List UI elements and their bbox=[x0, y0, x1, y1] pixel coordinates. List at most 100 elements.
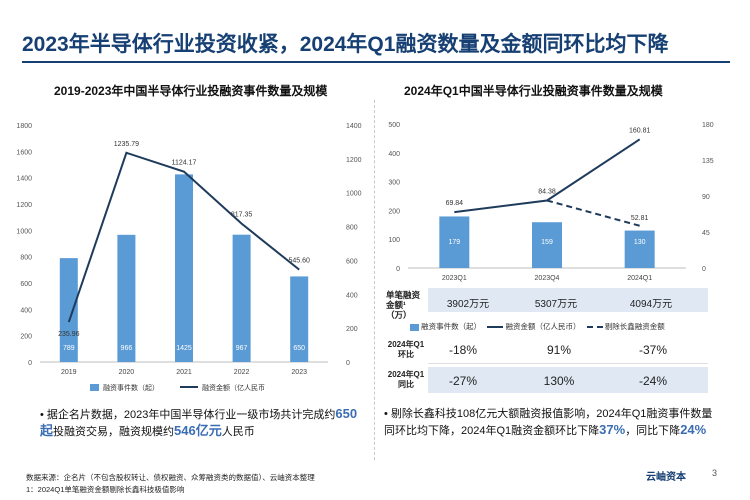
bar-value-label: 966 bbox=[121, 345, 133, 352]
bar-value-label: 179 bbox=[448, 239, 460, 246]
bar-2019 bbox=[59, 258, 78, 362]
y-right-tick-label: 45 bbox=[702, 230, 710, 237]
bar-2024Q1 bbox=[624, 230, 655, 268]
y-left-tick-label: 400 bbox=[20, 307, 32, 314]
left-bullet-highlight-count: 650起 bbox=[40, 406, 358, 438]
legend-dashed-swatch bbox=[586, 326, 603, 329]
y-left-tick-label: 100 bbox=[388, 237, 400, 244]
y-right-tick-label: 800 bbox=[346, 225, 358, 232]
brand-logo: 云岫资本 bbox=[646, 472, 686, 483]
bar-value-label: 650 bbox=[293, 345, 305, 352]
y-right-tick-label: 400 bbox=[346, 292, 358, 299]
legend-bar-swatch bbox=[90, 384, 99, 391]
bar-value-label: 1425 bbox=[176, 345, 192, 352]
bar-2023Q1 bbox=[439, 216, 470, 268]
panel-divider bbox=[374, 100, 375, 460]
y-right-tick-label: 135 bbox=[702, 158, 714, 165]
left-bullet-text-3: 人民币 bbox=[221, 426, 255, 438]
y-right-tick-label: 90 bbox=[702, 194, 710, 201]
growth-row-label-qoq: 2024年Q1环比 bbox=[387, 340, 425, 359]
left-chart: 0 200 400 600 800 1000 1200 1400 1600 1800 0 200 400… bbox=[16, 123, 362, 392]
y-right-tick-label: 1200 bbox=[346, 157, 362, 164]
page-number: 3 bbox=[712, 468, 718, 478]
right-chart-legend: 融资事件数（起） 融资金额（亿人民币） 剔除长鑫融资金额 bbox=[410, 321, 665, 332]
y-left-tick-label: 1600 bbox=[16, 149, 32, 156]
growth-qoq-count: -18% bbox=[448, 343, 477, 357]
y-right-tick-label: 0 bbox=[702, 266, 706, 273]
bar-value-label: 967 bbox=[236, 345, 248, 352]
y-left-tick-label: 500 bbox=[388, 122, 400, 129]
line-value-label: 235.96 bbox=[58, 331, 80, 338]
x-tick-label: 2019 bbox=[61, 369, 77, 376]
right-chart: 0 100 200 300 400 500 0 45 90 135 180 179 2023Q1 159 2… bbox=[388, 122, 714, 282]
amount-value-2024q1: 4094万元 bbox=[629, 299, 673, 310]
amount-value-2023q4: 5307万元 bbox=[534, 299, 578, 310]
y-right-tick-label: 0 bbox=[346, 360, 350, 367]
y-left-tick-label: 300 bbox=[388, 180, 400, 187]
legend-line-swatch bbox=[487, 326, 504, 329]
page-title: 2023年半导体行业投资收紧，2024年Q1融资数量及金额同环比均下降 bbox=[22, 33, 669, 56]
growth-row-qoq bbox=[428, 337, 708, 364]
y-left-tick-label: 1000 bbox=[16, 228, 32, 235]
legend-dashed-label: 剔除长鑫融资金额 bbox=[604, 322, 665, 331]
footnote: 1：2024Q1单笔融资金额剔除长鑫科技极值影响 bbox=[26, 485, 185, 494]
right-bullet-text-2: ，同比下降 bbox=[625, 425, 681, 437]
bar-2021 bbox=[175, 174, 193, 362]
y-left-tick-label: 600 bbox=[20, 281, 32, 288]
x-tick-label: 2020 bbox=[119, 369, 135, 376]
x-tick-label: 2023 bbox=[291, 369, 307, 376]
left-bullet-text-1: 据企名片数据，2023年中国半导体行业一级市场共计完成约 bbox=[46, 409, 336, 421]
bar-value-label: 789 bbox=[63, 345, 75, 352]
right-bullet-text-1: 剔除长鑫科技108亿元大额融资报值影响，2024年Q1融资事件数量同环比均下降，… bbox=[384, 408, 713, 437]
dashed-value-label: 52.81 bbox=[631, 215, 649, 222]
title-underline bbox=[22, 61, 730, 63]
x-tick-label: 2024Q1 bbox=[627, 275, 652, 282]
bar-2022 bbox=[232, 234, 251, 362]
y-left-tick-label: 1200 bbox=[16, 202, 32, 209]
y-right-tick-label: 1000 bbox=[346, 191, 362, 198]
left-bullet: • 据企名片数据，2023年中国半导体行业一级市场共计完成约650起投融资交易，… bbox=[40, 406, 370, 440]
growth-yoy-excl: -24% bbox=[638, 374, 667, 388]
y-right-tick-label: 600 bbox=[346, 258, 358, 265]
legend-bar-label: 融资事件数（起） bbox=[103, 383, 159, 392]
x-tick-label: 2023Q1 bbox=[442, 275, 467, 282]
legend-line-label: 融资金额（亿人民币 bbox=[202, 383, 265, 392]
left-bullet-highlight-amount: 546亿元 bbox=[174, 423, 222, 438]
line-value-label: 545.60 bbox=[288, 258, 310, 265]
y-left-tick-label: 1400 bbox=[16, 176, 32, 183]
legend-bar-label: 融资事件数（起） bbox=[421, 322, 482, 331]
line-series-excl-changxin bbox=[546, 199, 640, 227]
y-right-tick-label: 200 bbox=[346, 326, 358, 333]
growth-yoy-amount: 130% bbox=[543, 374, 575, 388]
right-bullet-highlight-yoy: 24% bbox=[680, 422, 707, 437]
bar-2023Q4 bbox=[532, 222, 562, 268]
source-note: 数据来源：企名片（不包含股权转让、债权融资、众筹融资类的数据值）、云岫资本整理 bbox=[26, 473, 315, 482]
right-bullet-dot: • bbox=[384, 408, 388, 420]
line-value-label: 160.81 bbox=[629, 127, 651, 134]
right-chart-title: 2024年Q1中国半导体行业投融资事件数量及规模 bbox=[404, 84, 663, 98]
left-bullet-dot: • bbox=[40, 409, 44, 421]
amount-row-box bbox=[428, 288, 708, 312]
growth-yoy-count: -27% bbox=[448, 374, 477, 388]
y-left-tick-label: 200 bbox=[20, 334, 32, 341]
bar-value-label: 159 bbox=[541, 239, 553, 246]
x-tick-label: 2023Q4 bbox=[535, 275, 560, 282]
y-left-tick-label: 0 bbox=[28, 360, 32, 367]
right-bullet-highlight-qoq: 37% bbox=[599, 422, 626, 437]
y-right-tick-label: 180 bbox=[702, 122, 714, 129]
growth-row-yoy bbox=[428, 367, 708, 393]
x-tick-label: 2022 bbox=[234, 369, 250, 376]
line-value-label: 84.38 bbox=[538, 188, 556, 195]
x-tick-label: 2021 bbox=[176, 369, 192, 376]
left-chart-title: 2019-2023年中国半导体行业投融资事件数量及规模 bbox=[54, 84, 328, 98]
amount-row-label: 单笔融资金额¹（万） bbox=[386, 290, 421, 320]
line-value-label: 817.35 bbox=[231, 212, 253, 219]
growth-qoq-amount: 91% bbox=[546, 343, 572, 357]
growth-row-label-yoy: 2024年Q1同比 bbox=[387, 370, 425, 389]
growth-qoq-excl: -37% bbox=[638, 343, 667, 357]
bar-value-label: 130 bbox=[634, 239, 646, 246]
bar-2020 bbox=[117, 234, 136, 362]
y-left-tick-label: 0 bbox=[396, 266, 400, 273]
bar-2023 bbox=[290, 276, 309, 362]
legend-bar-swatch bbox=[410, 323, 419, 331]
